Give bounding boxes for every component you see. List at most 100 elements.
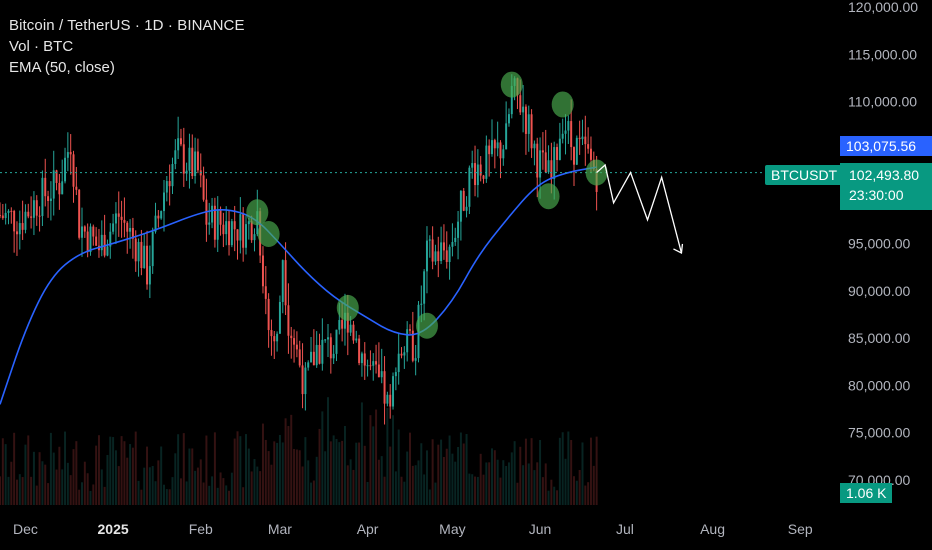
price-axis[interactable]: 120,000.00 115,000.00 110,000.00 95,000.00 9… [848, 0, 918, 488]
candle-body [570, 121, 573, 148]
candle-body [527, 114, 530, 134]
volume-bar [332, 435, 335, 505]
candle-body [539, 150, 542, 178]
candle-body [202, 175, 205, 200]
candle-body [253, 234, 256, 241]
candle-body [448, 246, 451, 263]
volume-bar [7, 476, 10, 505]
candle-body [440, 242, 443, 262]
volume-bar [493, 450, 496, 505]
volume-bar [233, 438, 236, 505]
volume-bar [86, 473, 89, 505]
candle-body [533, 143, 536, 149]
candle-body [524, 106, 527, 134]
candle-body [290, 335, 293, 339]
volume-bar [123, 441, 126, 505]
volume-bar [273, 441, 276, 505]
volume-bar [293, 448, 296, 505]
candle-body [233, 221, 236, 230]
candle-body [409, 329, 411, 331]
volume-bar [482, 474, 485, 505]
volume-bar [106, 454, 109, 505]
time-tick-label: Aug [700, 521, 725, 537]
volume-bar [335, 438, 338, 505]
candle-body [558, 138, 561, 160]
candle-body [375, 361, 378, 365]
volume-bar [239, 436, 242, 505]
candle-body [499, 142, 502, 159]
candle-body [476, 164, 479, 186]
time-tick-label: Jul [616, 521, 634, 537]
volume-bar [35, 485, 38, 505]
candle-body [41, 177, 44, 217]
candle-body [491, 140, 493, 155]
volume-bar [228, 490, 231, 505]
candle-body [38, 215, 41, 217]
volume-bar [177, 434, 180, 505]
volume-bar [47, 483, 50, 505]
ema-legend[interactable]: EMA (50, close) [9, 59, 115, 76]
candle-body [553, 147, 556, 179]
volume-bar [143, 467, 146, 505]
candle-body [126, 222, 129, 232]
candle-body [15, 231, 18, 235]
volume-bar [513, 441, 516, 505]
volume-bar [499, 477, 502, 505]
volume-bar [75, 441, 78, 505]
volume-bar [312, 480, 315, 505]
volume-bar [24, 444, 27, 505]
candle-body [392, 376, 395, 407]
ema-line [0, 166, 597, 405]
volume-bar [434, 482, 437, 505]
volume-legend[interactable]: Vol · BTC [9, 38, 74, 55]
candle-body [129, 227, 132, 232]
candle-body [140, 241, 143, 269]
candle-body [454, 237, 457, 243]
highlight-circle [246, 199, 269, 226]
volume-bar [202, 482, 205, 505]
candle-body [165, 181, 168, 193]
candle-body [47, 196, 50, 201]
volume-bar [584, 485, 587, 505]
volume-bar [558, 437, 561, 505]
volume-bar [451, 453, 454, 505]
candle-body [13, 210, 16, 232]
volume-bar [100, 469, 103, 505]
candle-body [64, 157, 67, 182]
volume-bar [533, 470, 536, 505]
candle-body [304, 367, 307, 395]
volume-bar [587, 482, 590, 505]
volume-bar [491, 448, 493, 505]
candle-body [273, 336, 276, 342]
symbol-title[interactable]: Bitcoin / TetherUS · 1D · BINANCE [9, 17, 245, 34]
volume-bar [64, 431, 67, 505]
volume-bar [284, 418, 287, 505]
candle-body [72, 154, 75, 187]
candle-body [530, 114, 533, 149]
candle-body [230, 221, 233, 246]
candle-body [163, 192, 165, 212]
volume-bar [109, 436, 112, 505]
volume-bar [366, 482, 369, 505]
candle-body [188, 147, 191, 171]
highlight-circle [500, 71, 523, 98]
volume-bar [485, 462, 488, 505]
volume-bar [479, 453, 482, 505]
price-tick-label: 110,000.00 [848, 94, 917, 110]
candle-body [496, 142, 499, 149]
volume-bar [527, 463, 530, 505]
time-axis[interactable]: Dec 2025 Feb Mar Apr May Jun Jul Aug Sep [13, 521, 813, 537]
candle-body [338, 320, 341, 330]
volume-bar [355, 442, 358, 505]
candle-body [437, 251, 440, 262]
candle-body [89, 226, 92, 253]
candle-body [307, 362, 310, 368]
candle-body [561, 133, 564, 139]
volume-bar [236, 431, 239, 505]
volume-bar [208, 485, 211, 505]
volume-bar [360, 402, 363, 505]
volume-bar [595, 436, 598, 505]
volume-bar [253, 459, 256, 505]
volume-bar [199, 459, 202, 505]
